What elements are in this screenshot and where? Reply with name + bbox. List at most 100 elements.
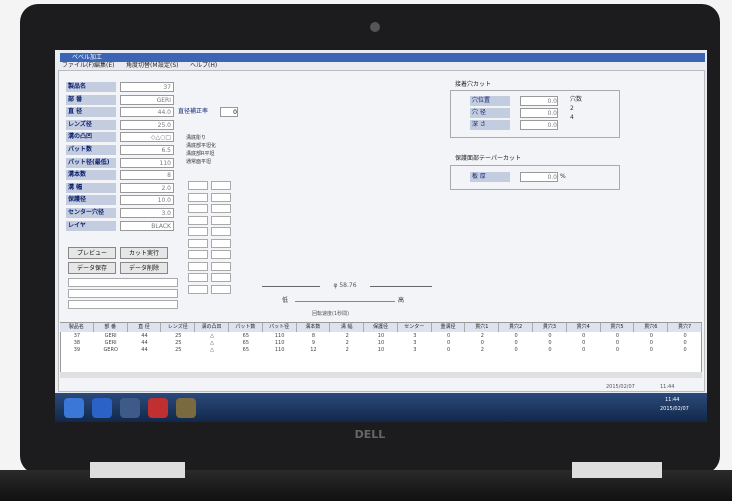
radio-option: 溝底彫り xyxy=(186,134,236,142)
slider-high: 高 xyxy=(398,296,410,306)
table-cell: 0 xyxy=(567,333,601,340)
button[interactable]: データ保存 xyxy=(68,262,116,274)
button[interactable]: プレビュー xyxy=(68,247,116,259)
title-bar: ベベル加工 xyxy=(60,53,705,62)
table-cell: 3 xyxy=(398,347,432,354)
field-label: センター穴径 xyxy=(66,208,116,218)
table-cell: 0 xyxy=(533,347,567,354)
table-cell: 0 xyxy=(668,347,702,354)
table-cell: 3 xyxy=(398,340,432,347)
column-header: 溝本数 xyxy=(297,323,331,332)
spin-box xyxy=(188,262,208,271)
tray-date: 2015/02/07 xyxy=(660,405,698,414)
menu-item[interactable]: 編集(E) xyxy=(94,62,126,70)
tray-time: 11:44 xyxy=(665,396,695,405)
field-label: 溝の凸凹 xyxy=(66,132,116,142)
table-cell: 0 xyxy=(601,333,635,340)
radio-option: 穴数 xyxy=(570,95,600,104)
field-label: 保護径 xyxy=(66,195,116,205)
field-label: 板 厚 xyxy=(470,172,510,182)
column-header: 貫穴3 xyxy=(533,323,567,332)
field-value: 3.0 xyxy=(120,208,174,218)
table-cell: 0 xyxy=(432,340,466,347)
field-value: 25.0 xyxy=(120,120,174,130)
menu-item[interactable]: 設定(S) xyxy=(158,62,190,70)
spin-box xyxy=(188,273,208,282)
taskbar-icon xyxy=(120,398,140,418)
menu-item[interactable]: ヘルプ(H) xyxy=(190,62,222,70)
group-title: 接着穴カット xyxy=(455,80,515,90)
column-header: パット径 xyxy=(263,323,297,332)
table-cell: 0 xyxy=(499,347,533,354)
hinge xyxy=(90,462,185,478)
table-cell: 25 xyxy=(161,347,195,354)
field-value: 0.0 xyxy=(520,96,558,106)
table-cell: 9 xyxy=(297,340,331,347)
field-value: 0.0 xyxy=(520,172,558,182)
table-cell: 25 xyxy=(161,333,195,340)
field-label: パット径(最低) xyxy=(66,158,116,168)
spin-box xyxy=(211,239,231,248)
spin-box xyxy=(188,204,208,213)
spin-box xyxy=(188,250,208,259)
column-header: 製品名 xyxy=(60,323,94,332)
table-cell: 44 xyxy=(128,347,162,354)
table-cell: △ xyxy=(195,347,229,354)
field-value: 44.0 xyxy=(120,107,174,117)
radio-option: 2 xyxy=(570,104,600,113)
radio-option: 4 xyxy=(570,113,600,122)
spin-box xyxy=(211,181,231,190)
table-cell: 0 xyxy=(533,333,567,340)
caption: 回転速度(1秒間) xyxy=(312,309,382,319)
field-value: 10.0 xyxy=(120,195,174,205)
field-value: 37 xyxy=(120,82,174,92)
table-cell: 65 xyxy=(229,333,263,340)
field-label: 製品名 xyxy=(66,82,116,92)
spin-box xyxy=(211,193,231,202)
spin-box xyxy=(211,262,231,271)
field-value: 110 xyxy=(120,158,174,168)
spin-box xyxy=(211,227,231,236)
table-cell: 8 xyxy=(297,333,331,340)
table-cell: △ xyxy=(195,340,229,347)
column-header: レンズ径 xyxy=(161,323,195,332)
spin-box xyxy=(211,273,231,282)
field-label: 溝 幅 xyxy=(66,183,116,193)
group-title: 保護面部テーパーカット xyxy=(455,154,555,164)
column-header: センター xyxy=(398,323,432,332)
table-cell: 44 xyxy=(128,333,162,340)
table-cell: 0 xyxy=(634,347,668,354)
table-cell: 0 xyxy=(634,333,668,340)
table-cell: 110 xyxy=(263,340,297,347)
field-label: 直径補正率 xyxy=(178,107,218,117)
table-cell: 3 xyxy=(398,333,432,340)
table-cell: 0 xyxy=(668,333,702,340)
column-header: 直 径 xyxy=(128,323,162,332)
menu-item[interactable]: ファイル(F) xyxy=(62,62,94,70)
table-cell: 2 xyxy=(465,347,499,354)
column-header: 保護径 xyxy=(364,323,398,332)
spin-box xyxy=(211,216,231,225)
table-cell: 0 xyxy=(499,333,533,340)
scrollbar xyxy=(60,372,702,378)
button[interactable]: カット実行 xyxy=(120,247,168,259)
photo: ベベル加工ファイル(F)編集(E)角度切替(M)設定(S)ヘルプ(H) 製品名 37… xyxy=(0,0,732,501)
spin-box xyxy=(211,285,231,294)
table-cell: GERO xyxy=(94,347,128,354)
column-header: 貫穴4 xyxy=(567,323,601,332)
menu-item[interactable]: 角度切替(M) xyxy=(126,62,158,70)
table-cell: 12 xyxy=(297,347,331,354)
empty-field xyxy=(68,300,178,309)
table-cell: 10 xyxy=(364,340,398,347)
table-cell: 2 xyxy=(465,333,499,340)
spin-box xyxy=(188,227,208,236)
table-cell: 0 xyxy=(432,347,466,354)
button[interactable]: データ削除 xyxy=(120,262,168,274)
webcam xyxy=(370,22,380,32)
field-value: 0.0 xyxy=(520,120,558,130)
table-cell: 110 xyxy=(263,347,297,354)
table-cell: 65 xyxy=(229,347,263,354)
slider-low: 低 xyxy=(282,296,294,306)
radio-option: 溝底部平坦化 xyxy=(186,142,236,150)
field-value: 0 xyxy=(220,107,238,117)
